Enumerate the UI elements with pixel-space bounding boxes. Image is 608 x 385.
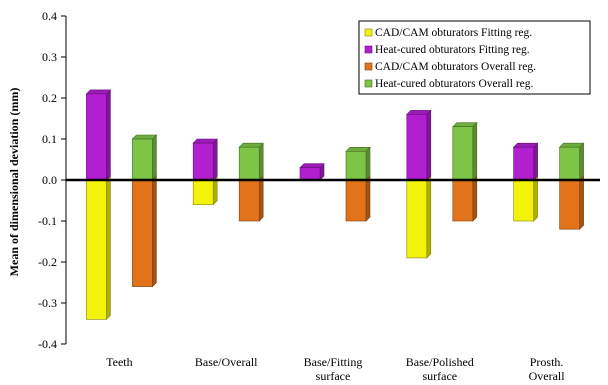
bar: [452, 175, 478, 222]
legend-swatch: [364, 62, 373, 71]
legend-label: CAD/CAM obturators Overall reg.: [375, 61, 536, 73]
x-tick-label: surface: [316, 369, 351, 383]
bar: [406, 175, 432, 259]
y-tick-label: -0.1: [38, 214, 57, 228]
y-tick-label: -0.2: [38, 255, 57, 269]
y-axis-title: Mean of dimensional deviation (mm): [7, 88, 21, 277]
bar: [238, 142, 264, 181]
y-tick-label: 0.4: [42, 9, 57, 23]
bar: [345, 175, 371, 222]
bar: [238, 175, 264, 222]
bar: [512, 142, 539, 181]
y-tick-label: 0.2: [42, 91, 57, 105]
legend-swatch: [364, 79, 373, 88]
y-axis-label: Mean of dimensional deviation (mm): [7, 88, 21, 277]
legend-entry: CAD/CAM obturators Overall reg.: [364, 61, 536, 73]
x-tick-label: Base/Fitting: [304, 355, 363, 369]
bar: [452, 121, 478, 181]
legend-swatch: [364, 45, 373, 54]
y-tick-label: 0.1: [42, 132, 57, 146]
y-axis: 0.4 0.3 0.2 0.1 0.0 -0.1 -0.2 -0.3 -0.4: [38, 9, 67, 351]
bar: [406, 109, 432, 181]
bar: [131, 134, 158, 181]
legend: CAD/CAM obturators Fitting reg. Heat-cure…: [358, 20, 591, 95]
bar: [345, 146, 371, 181]
y-tick-label: -0.4: [38, 337, 57, 351]
y-tick-label: 0.3: [42, 50, 57, 64]
legend-entry: Heat-cured obturators Fitting reg.: [364, 44, 530, 56]
bar: [85, 175, 112, 321]
legend-entry: CAD/CAM obturators Fitting reg.: [364, 27, 532, 39]
bar: [558, 175, 585, 230]
legend-swatch: [364, 28, 373, 37]
bar: [192, 138, 218, 181]
x-axis-labels: Teeth Base/Overall Base/FittingsurfaceBase…: [106, 355, 565, 383]
bars-layer: [85, 89, 585, 321]
bar: [131, 175, 158, 288]
bar: [558, 142, 585, 181]
x-tick-label: surface: [422, 369, 457, 383]
x-tick-label: Prosth.: [530, 355, 564, 369]
x-tick-label: Base/Overall: [195, 355, 258, 369]
legend-entry: Heat-cured obturators Overall reg.: [364, 78, 533, 90]
y-tick-label: 0.0: [42, 173, 57, 187]
y-tick-label: -0.3: [38, 296, 57, 310]
x-tick-label: Teeth: [106, 355, 132, 369]
legend-label: Heat-cured obturators Overall reg.: [375, 78, 533, 90]
legend-label: Heat-cured obturators Fitting reg.: [375, 44, 530, 56]
legend-box: [358, 20, 591, 95]
bar: [85, 89, 112, 181]
bar: [299, 162, 325, 181]
x-tick-label: Base/Polished: [406, 355, 474, 369]
bar: [512, 175, 539, 222]
legend-label: CAD/CAM obturators Fitting reg.: [375, 27, 532, 39]
x-tick-label: Overall: [529, 369, 566, 383]
